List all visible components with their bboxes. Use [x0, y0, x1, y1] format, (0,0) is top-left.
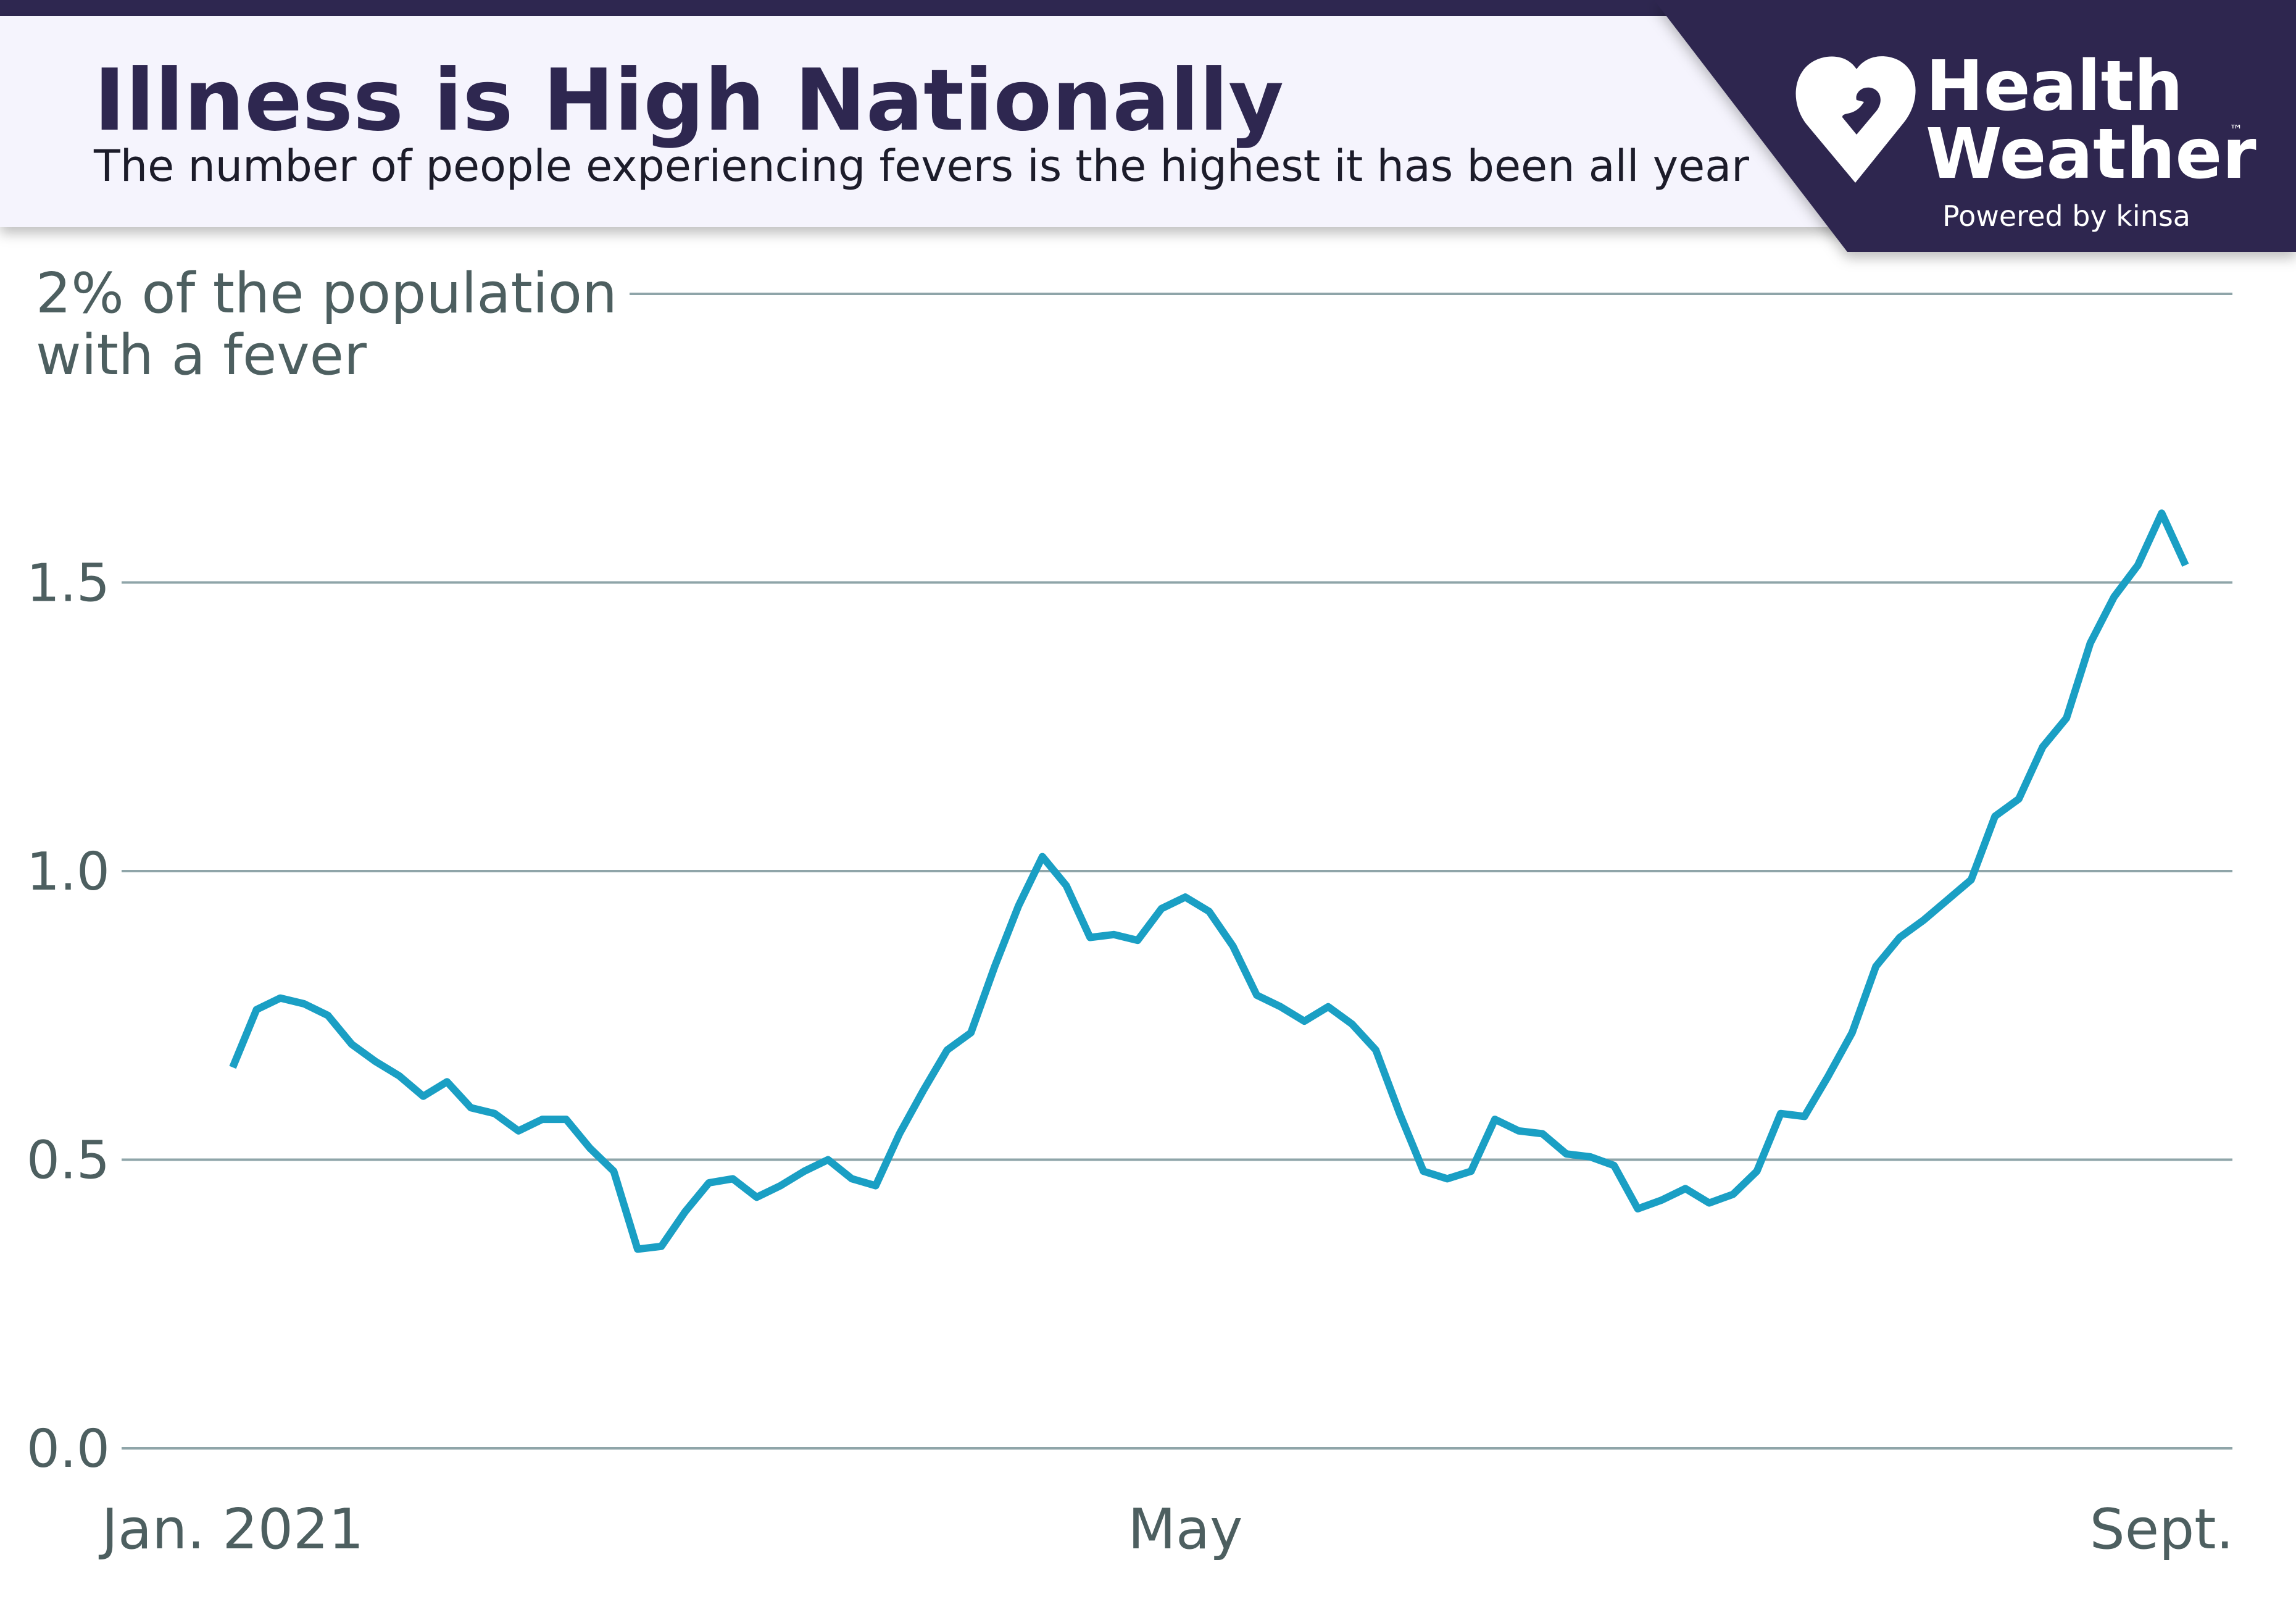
y-tick-label: 2% of the population	[36, 261, 617, 326]
x-tick-label: Sept.	[2090, 1497, 2234, 1562]
x-tick-label: May	[1128, 1497, 1242, 1562]
logo-line1: Health	[1926, 46, 2183, 127]
logo-heart	[1795, 56, 1916, 183]
title: Illness is High Nationally	[94, 51, 1284, 150]
x-tick-label: Jan. 2021	[99, 1497, 364, 1562]
y-axis-label: with a fever	[36, 323, 367, 388]
logo-line2: Weather	[1926, 114, 2256, 194]
y-tick-label: 1.5	[27, 553, 110, 614]
data-line	[229, 509, 2189, 1253]
logo-tm: ™	[2229, 123, 2243, 138]
y-tick-label: 0.5	[27, 1130, 110, 1191]
subtitle: The number of people experiencing fevers…	[93, 141, 1749, 191]
logo-tagline: Powered by kinsa	[1942, 199, 2190, 233]
y-tick-label: 1.0	[27, 841, 110, 903]
header-band	[0, 16, 1852, 227]
y-tick-label: 0.0	[27, 1419, 110, 1480]
